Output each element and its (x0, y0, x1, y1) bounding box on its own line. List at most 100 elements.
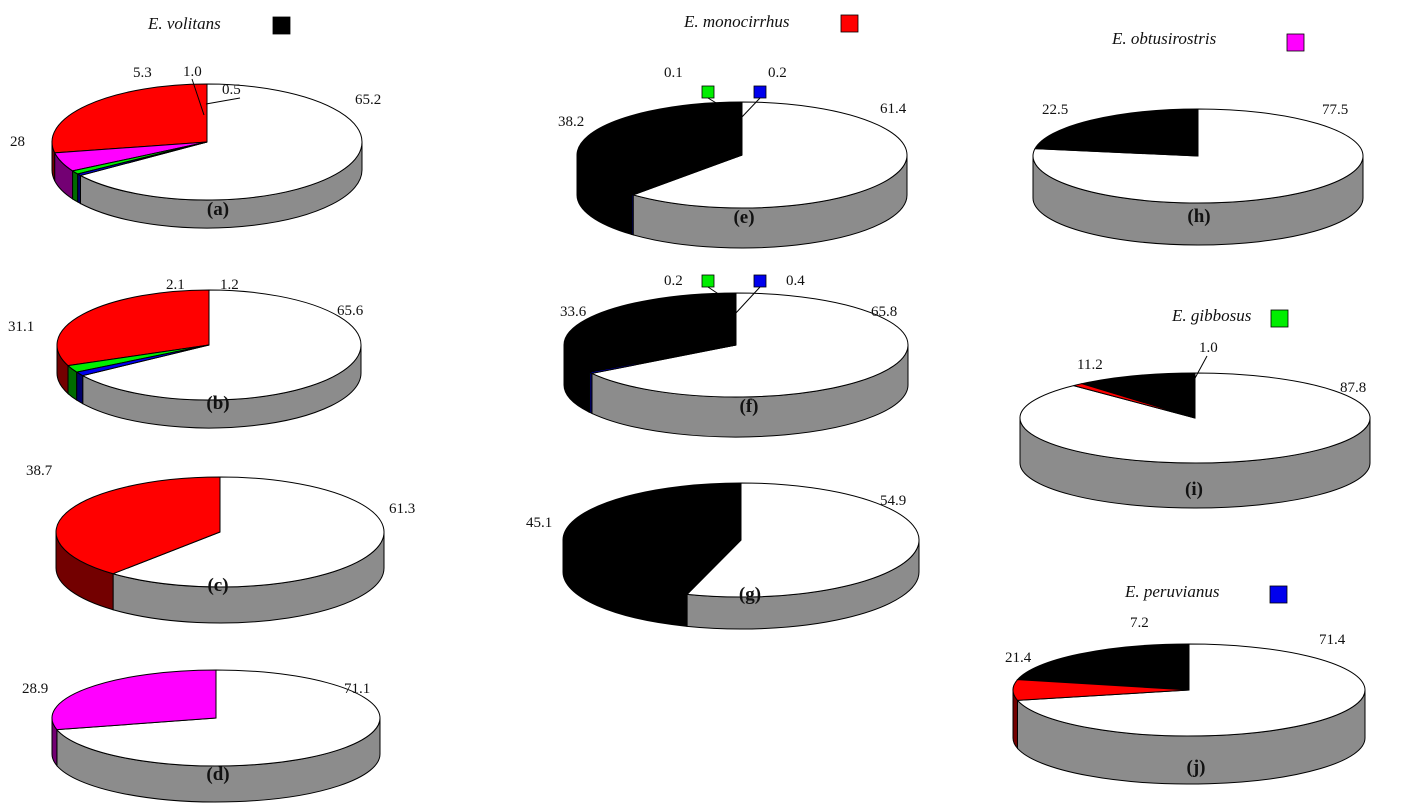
legend-square-f-gibbosus (701, 274, 715, 288)
title-gibbosus: E. gibbosus (1171, 306, 1289, 328)
leader-lines (191, 78, 1208, 381)
panel-i: (i) (1185, 479, 1203, 500)
leader-i-1.0 (1193, 355, 1208, 381)
panel-g: (g) (739, 584, 761, 605)
label-j-7.2: 7.2 (1130, 615, 1149, 631)
pie-slice-f-1 (563, 292, 737, 373)
legend-square-gibbosus (1270, 309, 1289, 328)
label-i-1.0: 1.0 (1199, 340, 1218, 356)
pie-slice-h-1 (1034, 108, 1199, 157)
pie-i (1019, 372, 1371, 509)
pie-slice-b-0 (81, 289, 362, 401)
leader-f-0.4 (734, 286, 761, 315)
panel-c: (c) (207, 575, 228, 596)
label-a-28: 28 (10, 134, 25, 150)
pie-side-e-3-0 (631, 193, 634, 236)
pie-slice-g-0 (685, 482, 920, 598)
label-b-1.2: 1.2 (220, 277, 239, 293)
label-a-1.0: 1.0 (183, 64, 202, 80)
label-d-71.1: 71.1 (344, 681, 370, 697)
label-i-87.8: 87.8 (1340, 380, 1366, 396)
legend-square-peruvianus (1269, 585, 1288, 604)
panel-letters: (a) (b) (c) (d) (e) (f) (g) (h) (i) (j) (206, 199, 1210, 785)
legend-square-e-gibbosus (701, 85, 715, 99)
label-b-2.1: 2.1 (166, 277, 185, 293)
pie-side-a-4-0 (77, 173, 81, 205)
panel-e: (e) (733, 207, 754, 228)
label-f-0.4: 0.4 (786, 273, 805, 289)
pie-slice-c-0 (111, 476, 385, 588)
label-e-0.1: 0.1 (664, 65, 683, 81)
pie-slice-j-1 (1016, 643, 1190, 691)
pie-slice-i-2 (1073, 383, 1196, 419)
pie-a (51, 83, 363, 229)
label-f-0.2: 0.2 (664, 273, 683, 289)
pie-slice-e-1 (576, 101, 743, 195)
title-volitans-text: E. volitans (147, 14, 221, 33)
pie-side-f-3-0 (589, 371, 593, 415)
leader-a-1.0 (191, 78, 205, 116)
label-a-65.2: 65.2 (355, 92, 381, 108)
pie-slice-f-0 (590, 292, 909, 398)
label-c-38.7: 38.7 (26, 463, 53, 479)
pie-b (56, 289, 362, 429)
label-f-65.8: 65.8 (871, 304, 897, 320)
label-h-77.5: 77.5 (1322, 102, 1348, 118)
panel-j: (j) (1187, 757, 1206, 778)
label-a-0.5: 0.5 (222, 82, 241, 98)
pie-h (1032, 108, 1364, 246)
title-peruvianus: E. peruvianus (1124, 582, 1288, 604)
pie-slice-a-0 (79, 83, 363, 201)
legend-square-monocirrhus (840, 14, 859, 33)
label-c-61.3: 61.3 (389, 501, 415, 517)
pie-slice-d-1 (51, 669, 217, 731)
pie-slice-j-0 (1016, 643, 1366, 737)
pie-slice-a-1 (51, 83, 208, 154)
legend-square-obtusirostris (1286, 33, 1305, 52)
label-b-65.6: 65.6 (337, 303, 364, 319)
pie-side-b-3-0 (76, 371, 84, 405)
pie-f (563, 292, 909, 438)
title-peruvianus-text: E. peruvianus (1124, 582, 1220, 601)
legend-square-f-peruvianus (753, 274, 767, 288)
label-e-61.4: 61.4 (880, 101, 907, 117)
pie-side-a-3-0 (72, 169, 79, 203)
pie-slice-d-0 (55, 669, 381, 767)
title-volitans: E. volitans (147, 14, 291, 35)
label-i-11.2: 11.2 (1077, 357, 1103, 373)
panel-d: (d) (206, 764, 229, 785)
title-monocirrhus-text: E. monocirrhus (683, 12, 790, 31)
label-e-38.2: 38.2 (558, 114, 584, 130)
panel-a: (a) (207, 199, 229, 220)
panel-f: (f) (740, 396, 759, 417)
leader-f-0.2 (707, 286, 736, 306)
pie-slice-f-3 (588, 344, 737, 374)
label-b-31.1: 31.1 (8, 319, 34, 335)
panel-b: (b) (206, 393, 229, 414)
leader-e-0.1 (707, 97, 742, 119)
legend-square-e-peruvianus (753, 85, 767, 99)
label-a-5.3: 5.3 (133, 65, 152, 81)
pie-e (576, 101, 908, 249)
leader-a-0.5 (205, 97, 241, 105)
pie-g (562, 482, 920, 630)
panel-h: (h) (1187, 206, 1210, 227)
pie-c (55, 476, 385, 624)
label-g-45.1: 45.1 (526, 515, 552, 531)
pie-slice-a-4 (76, 141, 208, 177)
label-j-71.4: 71.4 (1319, 632, 1346, 648)
pie-j (1012, 643, 1366, 785)
label-j-21.4: 21.4 (1005, 650, 1032, 666)
label-e-0.2: 0.2 (768, 65, 787, 81)
pie-slice-e-0 (631, 101, 908, 209)
leader-e-0.2 (740, 97, 761, 119)
slice-labels: 65.2 28 5.3 1.0 0.5 65.6 31.1 2.1 1.2 61… (8, 64, 1366, 697)
pie-slice-e-3 (630, 154, 743, 196)
pie-slice-c-1 (55, 476, 221, 575)
label-d-28.9: 28.9 (22, 681, 48, 697)
label-f-33.6: 33.6 (560, 304, 587, 320)
title-obtusirostris-text: E. obtusirostris (1111, 29, 1217, 48)
legend-square-volitans (272, 16, 291, 35)
title-obtusirostris: E. obtusirostris (1111, 29, 1305, 52)
